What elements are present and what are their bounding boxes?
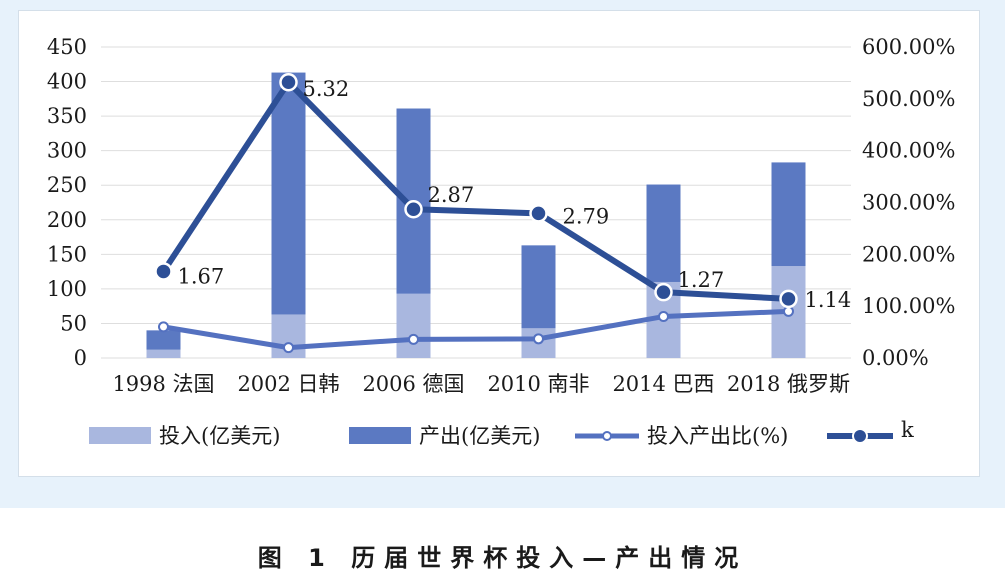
chart-panel: 0 50 100 150 200 250 300 350 400 450 0.00% 100.00% 2…: [18, 10, 980, 477]
right-axis-tick-label: 200.00%: [862, 242, 955, 266]
k-data-label: 1.67: [178, 264, 225, 288]
left-axis-tick-label: 150: [47, 242, 87, 266]
ratio-point: [533, 333, 544, 345]
k-data-label: 1.14: [805, 288, 852, 312]
ratio-point: [158, 321, 169, 333]
legend-label-input: 投入(亿美元): [159, 424, 280, 448]
ratio-point: [783, 305, 794, 317]
right-axis-tick-label: 400.00%: [862, 139, 955, 163]
bar-output: [146, 330, 181, 350]
left-axis-tick-label: 250: [47, 173, 87, 197]
category-label: 2018 俄罗斯: [727, 372, 850, 396]
right-axis-tick-label: 300.00%: [862, 191, 955, 215]
legend-label-ratio: 投入产出比(%): [647, 424, 788, 448]
legend-swatch-output: [349, 427, 411, 444]
k-point: [154, 262, 173, 281]
bar-output: [521, 245, 556, 329]
k-point: [404, 199, 423, 219]
category-label: 2006 德国: [362, 372, 464, 396]
k-point: [279, 72, 298, 92]
category-label: 2002 日韩: [237, 372, 339, 396]
bar-output: [271, 72, 306, 315]
left-axis-tick-label: 0: [74, 346, 87, 370]
ratio-point: [283, 342, 294, 354]
left-axis-tick-label: 100: [47, 277, 87, 301]
k-data-label: 2.79: [563, 204, 610, 228]
k-data-label: 2.87: [428, 183, 475, 207]
left-axis-tick-label: 400: [47, 70, 87, 94]
ratio-point: [408, 333, 419, 345]
legend-marker-k: [852, 428, 868, 444]
right-axis-tick-label: 100.00%: [862, 294, 955, 318]
k-line: [160, 79, 789, 302]
bar-input: [396, 293, 431, 358]
left-axis-tick-label: 50: [60, 311, 87, 335]
category-label: 1998 法国: [112, 372, 214, 396]
right-axis-tick-label: 500.00%: [862, 87, 955, 111]
left-axis-tick-label: 200: [47, 208, 87, 232]
k-data-label: 5.32: [303, 77, 350, 101]
legend-label-output: 产出(亿美元): [419, 424, 540, 448]
bar-input: [146, 349, 181, 358]
chart: 0 50 100 150 200 250 300 350 400 450 0.00% 100.00% 2…: [47, 35, 956, 448]
left-axis-tick-label: 300: [47, 139, 87, 163]
legend-swatch-input: [89, 427, 151, 444]
k-point: [779, 289, 798, 309]
k-data-label: 1.27: [678, 268, 725, 292]
legend-marker-ratio: [602, 431, 612, 441]
ratio-point: [658, 311, 669, 323]
left-axis-tick-label: 450: [47, 35, 87, 59]
category-label: 2014 巴西: [612, 372, 714, 396]
k-point: [654, 282, 673, 302]
legend-label-k: k: [901, 418, 914, 442]
ratio-line: [163, 308, 789, 351]
left-axis-tick-label: 350: [47, 104, 87, 128]
right-axis-tick-label: 0.00%: [862, 346, 929, 370]
bar-output: [771, 162, 806, 267]
bar-output: [646, 184, 681, 282]
figure-background: 0 50 100 150 200 250 300 350 400 450 0.00% 100.00% 2…: [0, 0, 1005, 508]
category-label: 2010 南非: [487, 372, 589, 396]
k-point: [529, 204, 548, 223]
right-axis-tick-label: 600.00%: [862, 35, 955, 59]
figure-caption: 图 1 历届世界杯投入—产出情况: [257, 544, 748, 572]
